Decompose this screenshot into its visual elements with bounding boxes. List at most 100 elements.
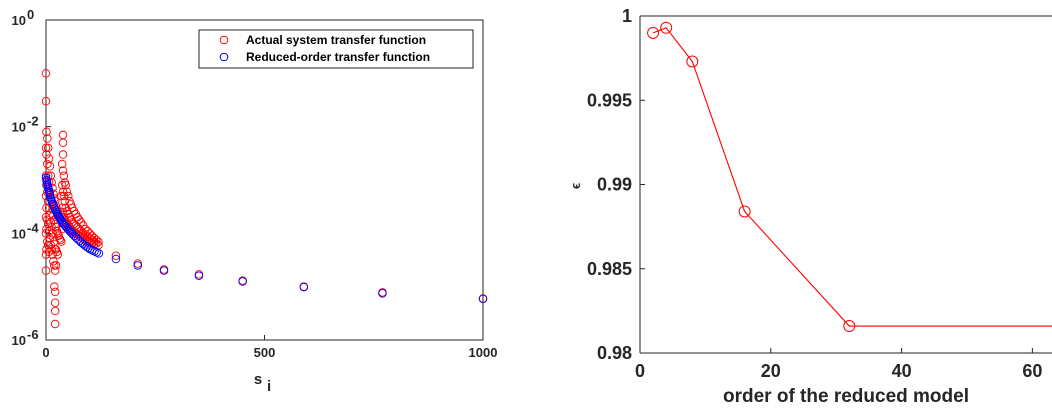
- left-series-0-point-15: [43, 134, 52, 143]
- right-y-tick-label-0: 0.98: [597, 343, 632, 363]
- left-series-0-point-134: [81, 224, 90, 234]
- left-x-tick-label-2: 1000: [469, 345, 498, 360]
- left-series-0-point-104: [64, 191, 73, 201]
- right-series-line: [652, 27, 1052, 327]
- left-y-tick-exponent-0: -6: [27, 327, 39, 342]
- left-series-1-point-53: [378, 289, 387, 298]
- right-series-point-1: [660, 21, 673, 34]
- left-y-tick-label-2: 10: [12, 120, 26, 135]
- left-series-0-point-60: [50, 298, 60, 307]
- left-y-tick-exponent-2: -2: [27, 114, 39, 129]
- left-series-0-point-30: [45, 162, 55, 171]
- left-series-0-point-20: [43, 143, 53, 153]
- left-series-1-point-51: [238, 277, 247, 286]
- left-x-axis-label-sub: i: [267, 378, 271, 395]
- left-series-1-point-22: [56, 215, 66, 224]
- left-series-1-point-46: [94, 249, 104, 258]
- left-series-1-point-52: [299, 282, 309, 292]
- legend-label-actual: Actual system transfer function: [246, 33, 426, 47]
- left-series-0-point-49: [49, 256, 58, 266]
- left-x-tick-label-0: 0: [42, 345, 49, 360]
- left-series-0-point-153: [111, 251, 121, 260]
- left-series-1-point-17: [52, 207, 61, 217]
- left-series-0-point-21: [43, 171, 53, 181]
- left-series-0-point-88: [58, 150, 68, 159]
- right-chart-marks: [647, 21, 1052, 333]
- right-plot-area: [640, 16, 1052, 353]
- left-series-0-point-98: [61, 180, 70, 190]
- left-y-tick-label-0: 10: [12, 333, 26, 348]
- left-series-0-point-8: [41, 266, 51, 275]
- left-series-0-point-61: [50, 306, 60, 316]
- right-y-axis-label: ϵ: [568, 183, 583, 189]
- left-series-0-point-0: [41, 69, 51, 78]
- left-series-0-point-1: [41, 96, 51, 106]
- right-series-point-2: [686, 55, 699, 68]
- left-x-axis-label-main: s: [254, 371, 262, 388]
- left-series-0-point-110: [66, 200, 76, 209]
- left-series-0-point-41: [47, 245, 56, 254]
- left-legend: Actual system transfer function Reduced-…: [198, 29, 474, 69]
- right-x-tick-label-0: 0: [635, 361, 645, 381]
- legend-label-reduced: Reduced-order transfer function: [246, 50, 430, 64]
- left-series-1-point-45: [92, 248, 101, 257]
- right-x-tick-label-2: 40: [892, 361, 912, 381]
- left-series-0-point-72: [53, 250, 63, 259]
- left-series-0-point-83: [57, 180, 67, 190]
- left-y-tick-exponent-3: 0: [27, 7, 34, 22]
- left-series-0-point-10: [42, 150, 51, 159]
- right-y-tick-label-4: 1: [622, 6, 632, 26]
- right-y-tick-label-3: 0.995: [587, 90, 632, 110]
- legend-box: [198, 29, 474, 69]
- left-x-axis-label: s i: [254, 371, 271, 395]
- left-x-tick-label-1: 500: [254, 345, 276, 360]
- left-series-0-point-149: [91, 235, 101, 245]
- left-series-1-point-54: [478, 294, 488, 304]
- left-series-0-point-93: [59, 191, 69, 201]
- right-chart-axes: 0 20 40 60 0.98 0.985 0.99 0.995 1: [587, 6, 1042, 381]
- right-series-point-4: [843, 320, 856, 333]
- left-series-0-point-125: [74, 215, 84, 224]
- left-series-1-point-47: [111, 254, 121, 264]
- left-series-0-point-78: [56, 235, 65, 245]
- left-plot-area: [45, 19, 484, 341]
- left-series-1-point-31: [67, 228, 76, 238]
- right-y-tick-label-1: 0.985: [587, 259, 632, 279]
- left-series-0-point-81: [57, 237, 66, 246]
- left-y-tick-label-3: 10: [12, 13, 26, 28]
- left-series-0-point-66: [51, 261, 61, 270]
- left-y-tick-exponent-1: -4: [27, 220, 39, 235]
- left-series-0-point-2: [41, 143, 51, 153]
- left-series-1-point-44: [90, 247, 99, 256]
- left-series-0-point-9: [42, 127, 51, 137]
- left-y-tick-label-1: 10: [12, 226, 26, 241]
- left-series-0-point-87: [58, 138, 68, 147]
- right-y-tick-label-2: 0.99: [597, 175, 632, 195]
- left-series-0-point-54: [50, 282, 59, 291]
- left-series-0-point-151: [94, 237, 103, 247]
- right-series-point-0: [647, 26, 660, 39]
- left-series-1-point-48: [133, 261, 143, 270]
- left-series-0-point-82: [57, 159, 67, 169]
- right-x-tick-label-1: 20: [761, 361, 781, 381]
- left-series-0-point-89: [58, 166, 68, 175]
- legend-marker-reduced: [219, 52, 229, 62]
- left-series-0-point-58: [50, 266, 60, 275]
- right-x-tick-label-3: 60: [1022, 361, 1042, 381]
- legend-marker-actual: [219, 35, 229, 45]
- left-series-1-point-49: [159, 266, 169, 275]
- right-chart: 0 20 40 60 0.98 0.985 0.99 0.995 1 order of the …: [568, 6, 1052, 407]
- left-series-0-point-92: [59, 171, 69, 181]
- left-series-0-point-16: [43, 159, 52, 169]
- right-series-point-3: [738, 205, 751, 218]
- left-series-0-point-64: [51, 223, 61, 232]
- left-series-1-point-50: [194, 271, 204, 281]
- left-series-0-point-34: [46, 171, 56, 181]
- left-series-1: [41, 173, 488, 304]
- left-series-0-point-62: [50, 319, 60, 329]
- left-series-0-point-59: [50, 287, 60, 297]
- left-series-0-point-7: [41, 250, 51, 259]
